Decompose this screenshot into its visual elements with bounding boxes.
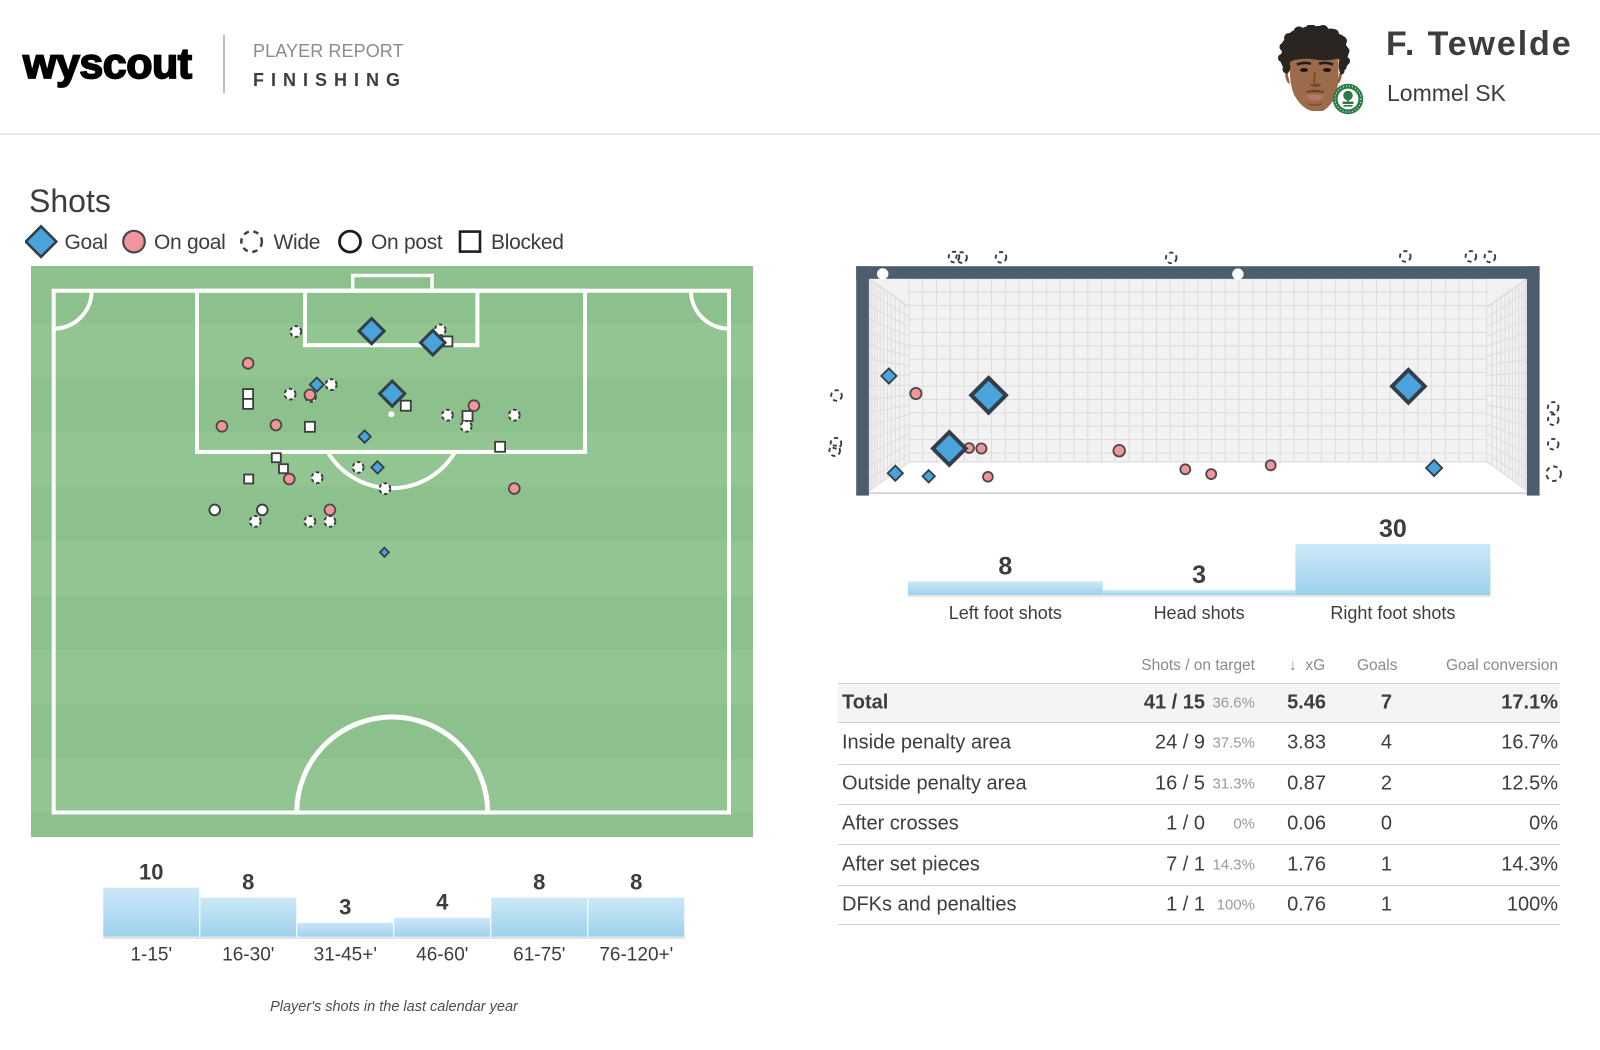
svg-text:Goal: Goal [65,231,108,254]
svg-text:4: 4 [436,890,449,915]
svg-text:8: 8 [533,870,545,895]
svg-text:30: 30 [1379,515,1407,543]
svg-text:3: 3 [1192,561,1206,589]
svg-text:46-60': 46-60' [416,945,468,966]
svg-text:Right foot shots: Right foot shots [1330,603,1455,623]
svg-text:Head shots: Head shots [1154,603,1245,623]
svg-text:1-15': 1-15' [130,945,172,966]
svg-text:8: 8 [242,870,254,895]
svg-text:31-45+': 31-45+' [314,945,377,966]
svg-text:61-75': 61-75' [513,945,565,966]
svg-text:Left foot shots: Left foot shots [949,603,1062,623]
svg-text:10: 10 [139,860,163,885]
svg-text:16-30': 16-30' [222,945,274,966]
svg-text:3: 3 [339,895,351,920]
svg-text:Blocked: Blocked [491,231,564,254]
svg-text:Wide: Wide [274,231,321,254]
svg-text:On goal: On goal [154,231,225,254]
svg-text:76-120+': 76-120+' [599,945,673,966]
svg-text:8: 8 [998,552,1012,580]
svg-text:On post: On post [371,231,443,254]
svg-text:8: 8 [630,870,642,895]
